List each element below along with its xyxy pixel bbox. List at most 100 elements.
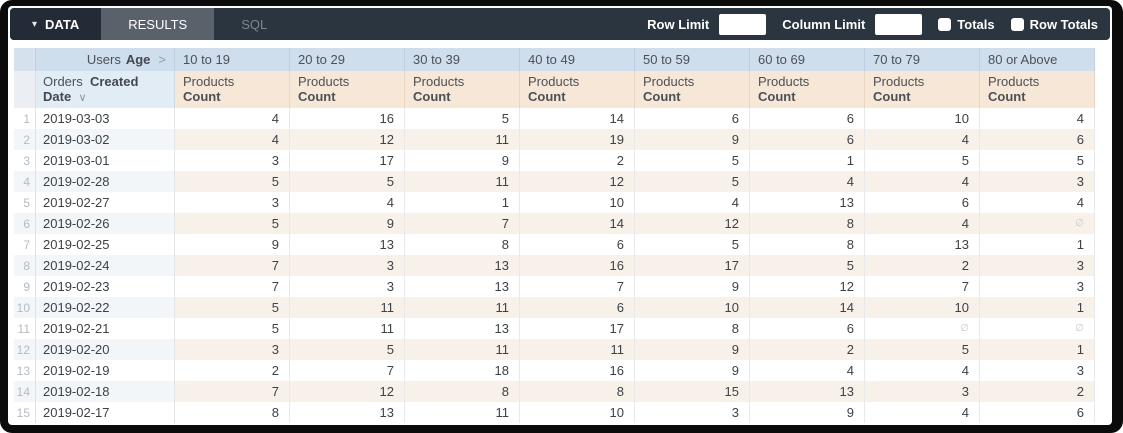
value-cell[interactable]: 14	[520, 108, 635, 129]
date-cell[interactable]: 2019-02-24	[36, 255, 175, 276]
row-limit-input[interactable]	[719, 13, 767, 35]
measure-column-header[interactable]: Products Count	[865, 71, 980, 108]
date-cell[interactable]: 2019-02-21	[36, 318, 175, 339]
value-cell[interactable]: 10	[635, 297, 750, 318]
tab-data[interactable]: ▾ DATA	[10, 8, 102, 40]
value-cell[interactable]: 11	[290, 297, 405, 318]
value-cell[interactable]: 8	[750, 234, 865, 255]
value-cell[interactable]: 1	[405, 192, 520, 213]
value-cell[interactable]: 5	[175, 318, 290, 339]
value-cell[interactable]: 10	[520, 192, 635, 213]
value-cell[interactable]: 5	[405, 108, 520, 129]
value-cell[interactable]: 8	[750, 213, 865, 234]
value-cell[interactable]: 13	[405, 276, 520, 297]
date-cell[interactable]: 2019-02-26	[36, 213, 175, 234]
value-cell[interactable]: 4	[865, 213, 980, 234]
value-cell[interactable]: 11	[290, 318, 405, 339]
totals-checkbox[interactable]	[938, 17, 952, 31]
date-cell[interactable]: 2019-02-23	[36, 276, 175, 297]
value-cell[interactable]: 13	[405, 255, 520, 276]
value-cell[interactable]: 5	[980, 150, 1095, 171]
value-cell[interactable]: 6	[980, 402, 1095, 423]
value-cell[interactable]: 14	[750, 297, 865, 318]
value-cell[interactable]: 8	[520, 381, 635, 402]
value-cell[interactable]: 11	[405, 339, 520, 360]
row-totals-checkbox[interactable]	[1010, 17, 1024, 31]
value-cell[interactable]: 4	[865, 360, 980, 381]
value-cell[interactable]: 7	[405, 213, 520, 234]
value-cell[interactable]: 5	[635, 150, 750, 171]
value-cell[interactable]: 11	[405, 297, 520, 318]
value-cell[interactable]: 10	[520, 402, 635, 423]
value-cell[interactable]: 3	[175, 192, 290, 213]
value-cell[interactable]: 4	[175, 129, 290, 150]
value-cell-null[interactable]: ∅	[980, 213, 1095, 234]
value-cell[interactable]: 3	[865, 381, 980, 402]
value-cell[interactable]: 8	[635, 318, 750, 339]
measure-column-header[interactable]: Products Count	[290, 71, 405, 108]
value-cell[interactable]: 6	[865, 192, 980, 213]
value-cell[interactable]: 10	[865, 297, 980, 318]
value-cell[interactable]: 17	[635, 255, 750, 276]
value-cell[interactable]: 3	[980, 360, 1095, 381]
value-cell[interactable]: 9	[405, 150, 520, 171]
value-cell[interactable]: 8	[175, 402, 290, 423]
value-cell[interactable]: 5	[290, 339, 405, 360]
value-cell[interactable]: 13	[290, 234, 405, 255]
value-cell[interactable]: 7	[520, 276, 635, 297]
value-cell[interactable]: 7	[865, 276, 980, 297]
value-cell[interactable]: 12	[290, 129, 405, 150]
value-cell[interactable]: 3	[980, 255, 1095, 276]
value-cell[interactable]: 7	[175, 255, 290, 276]
value-cell[interactable]: 9	[635, 276, 750, 297]
value-cell[interactable]: 16	[520, 360, 635, 381]
pivot-column-header[interactable]: 10 to 19	[175, 48, 290, 71]
value-cell[interactable]: 3	[635, 402, 750, 423]
measure-column-header[interactable]: Products Count	[175, 71, 290, 108]
value-cell[interactable]: 13	[750, 381, 865, 402]
date-cell[interactable]: 2019-03-03	[36, 108, 175, 129]
value-cell[interactable]: 12	[635, 213, 750, 234]
value-cell[interactable]: 8	[405, 234, 520, 255]
value-cell[interactable]: 3	[980, 171, 1095, 192]
value-cell[interactable]: 13	[750, 192, 865, 213]
value-cell[interactable]: 5	[750, 255, 865, 276]
value-cell[interactable]: 5	[290, 171, 405, 192]
value-cell[interactable]: 3	[175, 150, 290, 171]
value-cell[interactable]: 6	[750, 318, 865, 339]
value-cell[interactable]: 11	[405, 171, 520, 192]
value-cell[interactable]: 4	[750, 360, 865, 381]
pivot-column-header[interactable]: 20 to 29	[290, 48, 405, 71]
value-cell[interactable]: 6	[980, 129, 1095, 150]
value-cell[interactable]: 4	[980, 108, 1095, 129]
value-cell-null[interactable]: ∅	[865, 318, 980, 339]
value-cell[interactable]: 13	[865, 234, 980, 255]
value-cell[interactable]: 9	[290, 213, 405, 234]
pivot-column-header[interactable]: 80 or Above	[980, 48, 1095, 71]
value-cell[interactable]: 19	[520, 129, 635, 150]
value-cell[interactable]: 15	[635, 381, 750, 402]
value-cell[interactable]: 12	[520, 171, 635, 192]
value-cell[interactable]: 1	[980, 234, 1095, 255]
measure-column-header[interactable]: Products Count	[405, 71, 520, 108]
value-cell[interactable]: 4	[865, 402, 980, 423]
value-cell[interactable]: 4	[865, 129, 980, 150]
value-cell[interactable]: 5	[175, 171, 290, 192]
value-cell[interactable]: 5	[865, 150, 980, 171]
value-cell[interactable]: 5	[175, 213, 290, 234]
pivot-column-header[interactable]: 70 to 79	[865, 48, 980, 71]
value-cell[interactable]: 10	[865, 108, 980, 129]
date-cell[interactable]: 2019-03-01	[36, 150, 175, 171]
pivot-column-header[interactable]: 50 to 59	[635, 48, 750, 71]
value-cell[interactable]: 4	[750, 171, 865, 192]
value-cell[interactable]: 9	[175, 234, 290, 255]
measure-column-header[interactable]: Products Count	[980, 71, 1095, 108]
value-cell[interactable]: 2	[980, 381, 1095, 402]
date-cell[interactable]: 2019-02-28	[36, 171, 175, 192]
date-cell[interactable]: 2019-02-22	[36, 297, 175, 318]
value-cell[interactable]: 1	[750, 150, 865, 171]
value-cell[interactable]: 17	[520, 318, 635, 339]
row-dimension-header[interactable]: Orders Created Date ∨	[36, 71, 175, 108]
measure-column-header[interactable]: Products Count	[750, 71, 865, 108]
value-cell[interactable]: 3	[175, 339, 290, 360]
